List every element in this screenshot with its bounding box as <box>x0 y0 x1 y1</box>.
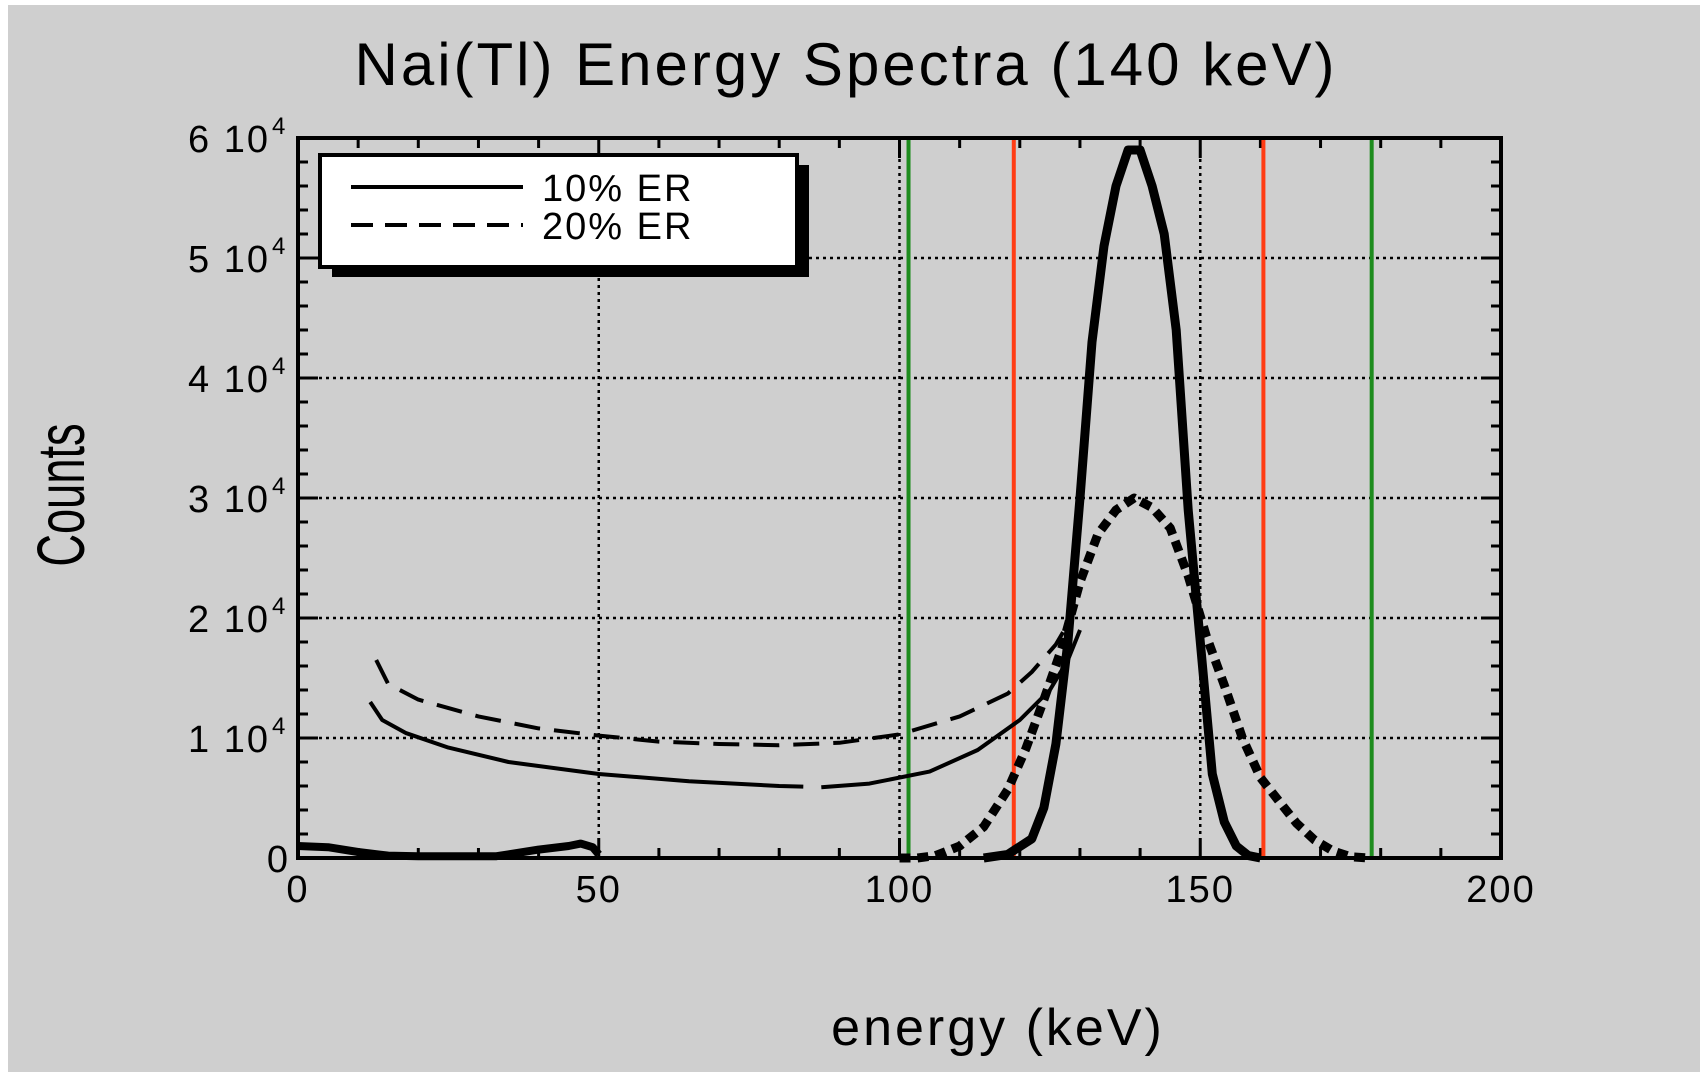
series-line-10-er <box>983 145 1262 863</box>
y-tick-label: 5 10 <box>188 239 270 281</box>
y-tick-exponent: 4 <box>272 353 287 380</box>
y-tick-label: 0 <box>267 839 290 881</box>
y-axis-label: Counts <box>24 423 99 566</box>
x-tick-label: 100 <box>865 869 934 911</box>
chart-title: Nai(Tl) Energy Spectra (140 keV) <box>355 31 1338 98</box>
legend: 10% ER 20% ER <box>318 153 809 277</box>
legend-label-20-er: 20% ER <box>542 206 693 248</box>
y-tick-exponent: 4 <box>272 113 287 140</box>
series-line-20-er <box>374 622 1070 748</box>
series-line-20-er <box>899 493 1369 863</box>
y-tick-label: 1 10 <box>188 719 270 761</box>
x-tick-label: 0 <box>286 869 309 911</box>
y-tick-exponent: 4 <box>272 713 287 740</box>
legend-label-10-er: 10% ER <box>542 168 693 210</box>
legend-box <box>318 153 799 269</box>
y-tick-label: 4 10 <box>188 359 270 401</box>
y-tick-label: 2 10 <box>188 599 270 641</box>
x-tick-label: 50 <box>576 869 622 911</box>
x-tick-label: 200 <box>1466 869 1535 911</box>
series-line-10-er <box>368 700 804 789</box>
y-tick-exponent: 4 <box>272 473 287 500</box>
y-tick-exponent: 4 <box>272 233 287 260</box>
y-tick-label: 3 10 <box>188 479 270 521</box>
x-axis-label: energy (keV) <box>831 999 1165 1057</box>
chart-frame: Nai(Tl) Energy Spectra (140 keV) energy … <box>8 5 1700 1072</box>
plot-border <box>296 136 1503 860</box>
x-tick-label: 150 <box>1166 869 1235 911</box>
y-tick-exponent: 4 <box>272 593 287 620</box>
y-tick-label: 6 10 <box>188 119 270 161</box>
chart-svg: Nai(Tl) Energy Spectra (140 keV) energy … <box>24 31 1535 1057</box>
